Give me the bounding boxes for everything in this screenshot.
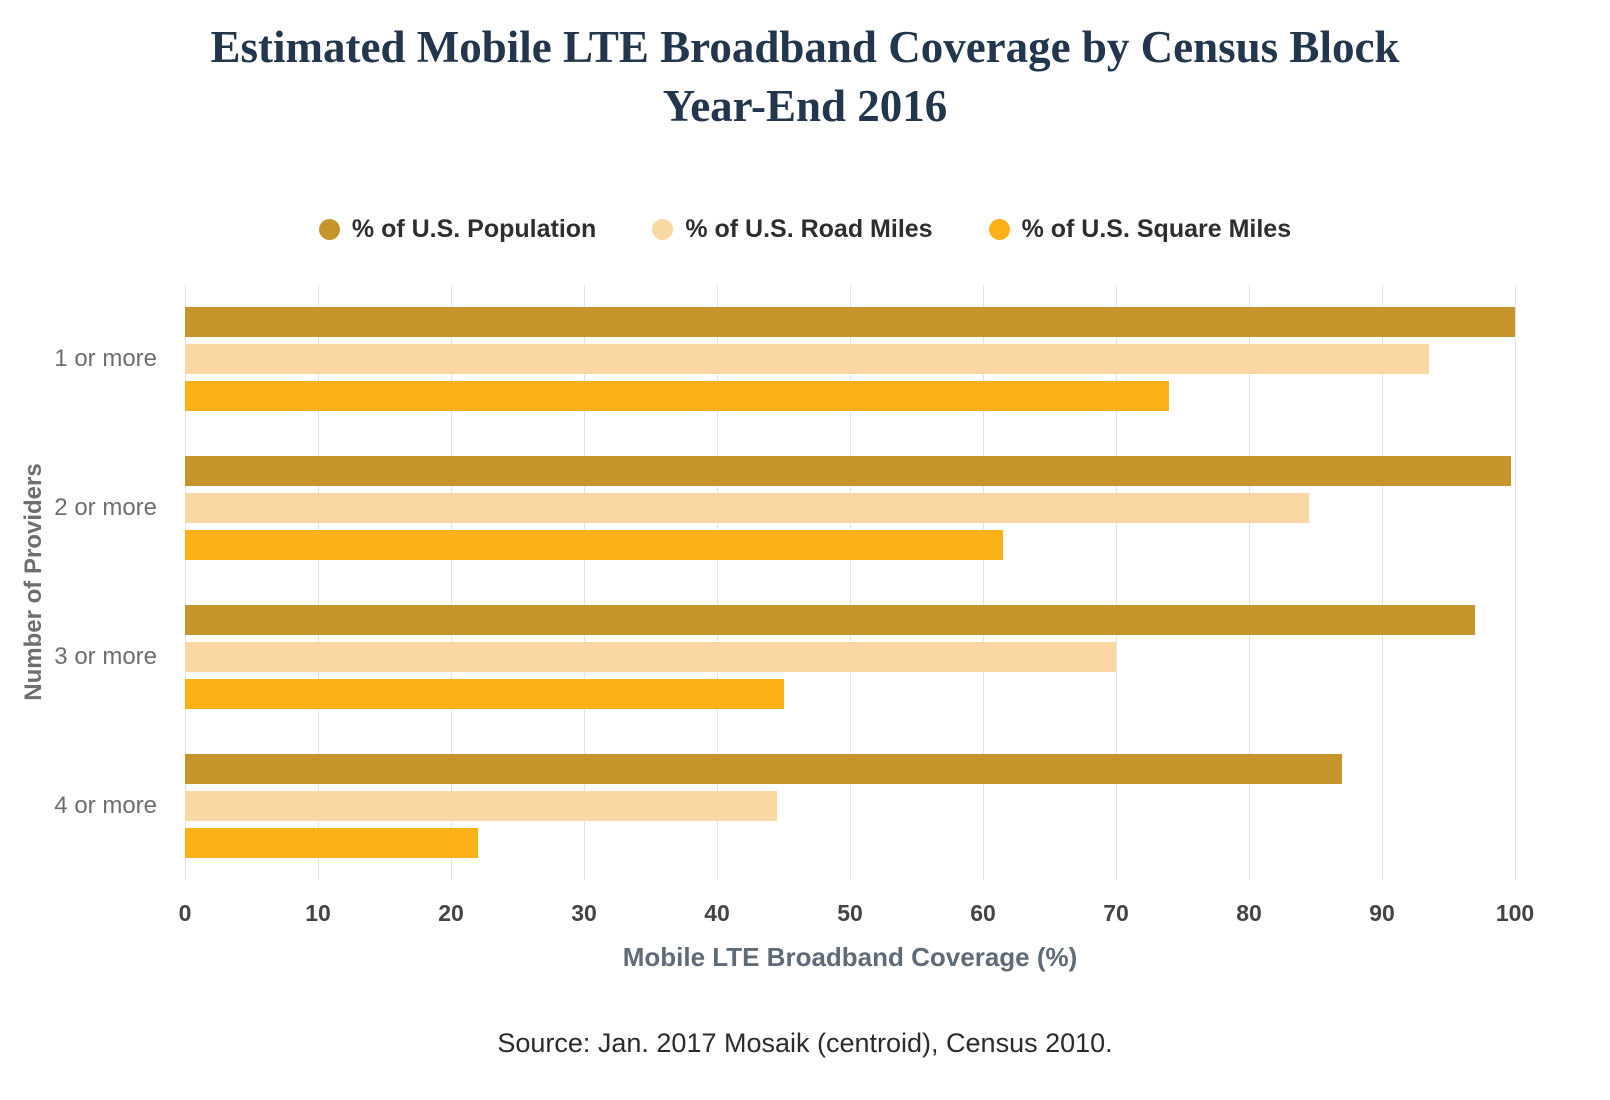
bar bbox=[185, 307, 1515, 338]
legend: % of U.S. Population % of U.S. Road Miles… bbox=[0, 215, 1610, 244]
x-tick-label: 10 bbox=[305, 900, 331, 926]
gridline bbox=[1249, 285, 1250, 880]
gridline bbox=[318, 285, 319, 880]
bar bbox=[185, 456, 1511, 487]
legend-item[interactable]: % of U.S. Square Miles bbox=[988, 215, 1292, 244]
chart-title: Estimated Mobile LTE Broadband Coverage … bbox=[210, 22, 1400, 131]
x-tick-label: 20 bbox=[438, 900, 464, 926]
legend-dot-icon bbox=[988, 219, 1010, 240]
category-label: 3 or more bbox=[54, 642, 157, 670]
bar bbox=[185, 604, 1476, 635]
bar bbox=[185, 790, 777, 821]
gridline bbox=[584, 285, 585, 880]
gridline bbox=[717, 285, 718, 880]
plot-area: 1 or more 2 or more 3 or more 4 or more bbox=[54, 285, 1516, 880]
source-note: Source: Jan. 2017 Mosaik (centroid), Cen… bbox=[497, 1028, 1113, 1058]
legend-label: % of U.S. Square Miles bbox=[1021, 215, 1292, 243]
bar-group: 3 or more bbox=[54, 604, 1515, 709]
gridline bbox=[451, 285, 452, 880]
legend-dot-icon bbox=[318, 219, 340, 240]
x-tick-label: 60 bbox=[970, 900, 996, 926]
category-label: 1 or more bbox=[54, 345, 157, 373]
bar bbox=[185, 641, 1116, 672]
category-label: 2 or more bbox=[54, 494, 157, 522]
legend-item[interactable]: % of U.S. Population bbox=[318, 215, 597, 244]
bar bbox=[185, 381, 1170, 412]
gridline bbox=[850, 285, 851, 880]
x-axis-title: Mobile LTE Broadband Coverage (%) bbox=[622, 942, 1078, 972]
legend-item[interactable]: % of U.S. Road Miles bbox=[652, 215, 933, 244]
bar bbox=[185, 530, 1003, 561]
x-tick-label: 80 bbox=[1236, 900, 1262, 926]
bar bbox=[185, 753, 1343, 784]
x-tick-label: 50 bbox=[837, 900, 863, 926]
legend-label: % of U.S. Road Miles bbox=[685, 215, 933, 243]
bar bbox=[185, 827, 478, 858]
gridline bbox=[1515, 285, 1516, 880]
bar bbox=[185, 493, 1309, 524]
x-tick-label: 0 bbox=[178, 900, 192, 926]
gridline bbox=[1382, 285, 1383, 880]
y-axis-title: Number of Providers bbox=[20, 463, 47, 701]
x-axis-ticks: 0 10 20 30 40 50 60 70 80 90 100 bbox=[179, 900, 1535, 934]
x-tick-label: 100 bbox=[1495, 900, 1535, 926]
gridline bbox=[185, 285, 186, 880]
x-tick-label: 90 bbox=[1369, 900, 1395, 926]
bar bbox=[185, 678, 784, 709]
bar-group: 2 or more bbox=[54, 456, 1515, 561]
gridline bbox=[983, 285, 984, 880]
x-tick-label: 70 bbox=[1103, 900, 1129, 926]
bar bbox=[185, 344, 1429, 375]
x-tick-label: 40 bbox=[704, 900, 730, 926]
gridline bbox=[1116, 285, 1117, 880]
category-label: 4 or more bbox=[54, 791, 157, 819]
legend-dot-icon bbox=[652, 219, 674, 240]
bar-group: 1 or more bbox=[54, 307, 1515, 412]
legend-label: % of U.S. Population bbox=[351, 215, 597, 243]
x-tick-label: 30 bbox=[571, 900, 597, 926]
bar-group: 4 or more bbox=[54, 753, 1515, 858]
bar-groups: 1 or more 2 or more 3 or more 4 or more bbox=[54, 285, 1515, 880]
